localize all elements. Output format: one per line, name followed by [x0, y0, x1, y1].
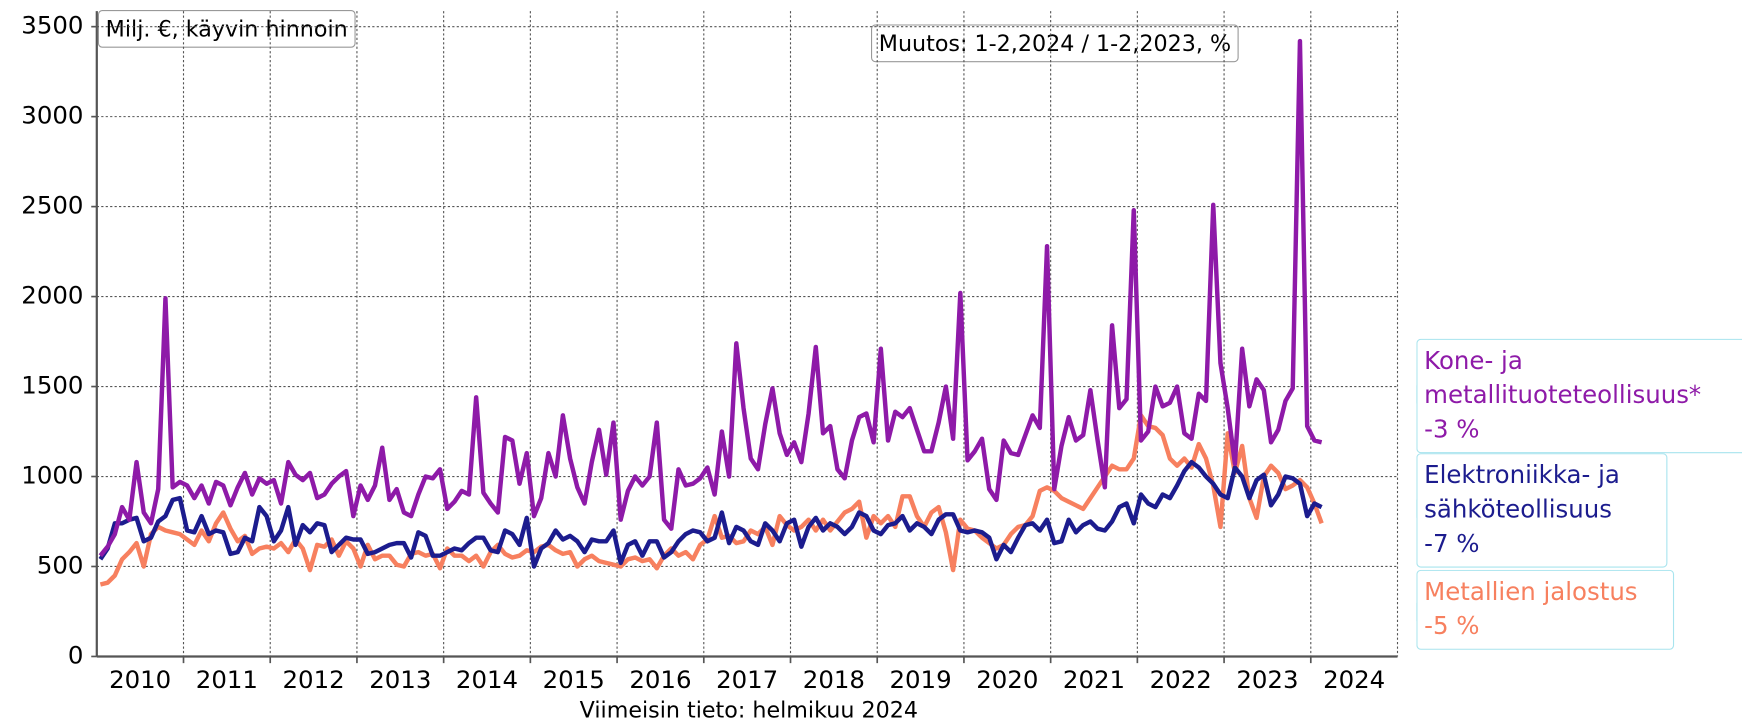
legend-box: Elektroniikka- ja sähköteollisuus -7 % [1416, 453, 1668, 568]
x-tick-label: 2018 [803, 665, 865, 694]
x-tick-label: 2021 [1063, 665, 1125, 694]
x-tick-label: 2016 [629, 665, 691, 694]
y-tick-label: 1500 [21, 371, 83, 400]
series-line [98, 38, 1323, 558]
x-tick-label: 2010 [109, 665, 171, 694]
chart-title: Milj. €, käyvin hinnoin [97, 9, 356, 48]
y-tick-label: 3500 [21, 11, 83, 40]
footer: Viimeisin tieto: helmikuu 2024 [580, 697, 918, 722]
series-line [99, 413, 1324, 587]
legend-label: Metallien jalostus [1424, 578, 1638, 607]
x-tick-label: 2019 [889, 665, 951, 694]
x-tick-label: 2022 [1150, 665, 1212, 694]
y-tick-label: 1000 [21, 461, 83, 490]
x-tick-label: 2011 [196, 665, 258, 694]
change-box: Muutos: 1-2,2024 / 1-2,2023, % [871, 24, 1239, 63]
y-tick-label: 3000 [21, 101, 83, 130]
x-tick-label: 2014 [456, 665, 518, 694]
legend-item: Elektroniikka- ja sähköteollisuus -7 % [1416, 453, 1668, 568]
y-tick-label: 2000 [21, 281, 83, 310]
series-line [98, 459, 1323, 569]
y-tick-label: 2500 [21, 191, 83, 220]
x-tick-label: 2012 [283, 665, 345, 694]
legend-item: Metallien jalostus -5 % [1416, 569, 1675, 650]
legend-box: Kone- ja metallituoteteollisuus* -3 % [1416, 338, 1742, 454]
x-tick-label: 2015 [543, 665, 605, 694]
x-tick-label: 2023 [1236, 665, 1298, 694]
legend-label: Elektroniikka- ja sähköteollisuus [1424, 462, 1620, 525]
legend-label: Kone- ja metallituoteteollisuus* [1424, 347, 1702, 410]
x-tick-label: 2013 [369, 665, 431, 694]
x-tick-label: 2024 [1323, 665, 1385, 694]
legend-box: Metallien jalostus -5 % [1416, 569, 1675, 650]
y-tick-label: 500 [37, 550, 84, 579]
legend-change: -5 % [1424, 613, 1480, 641]
unit-box: Milj. €, käyvin hinnoin [97, 9, 356, 48]
legend-change: -7 % [1424, 530, 1480, 559]
x-tick-label: 2017 [716, 665, 778, 694]
legend-change: -3 % [1424, 416, 1480, 445]
chart-subtitle: Muutos: 1-2,2024 / 1-2,2023, % [871, 24, 1239, 63]
x-tick-label: 2020 [976, 665, 1038, 694]
legend-item: Kone- ja metallituoteteollisuus* -3 % [1416, 338, 1742, 454]
y-tick-label: 0 [68, 640, 84, 669]
